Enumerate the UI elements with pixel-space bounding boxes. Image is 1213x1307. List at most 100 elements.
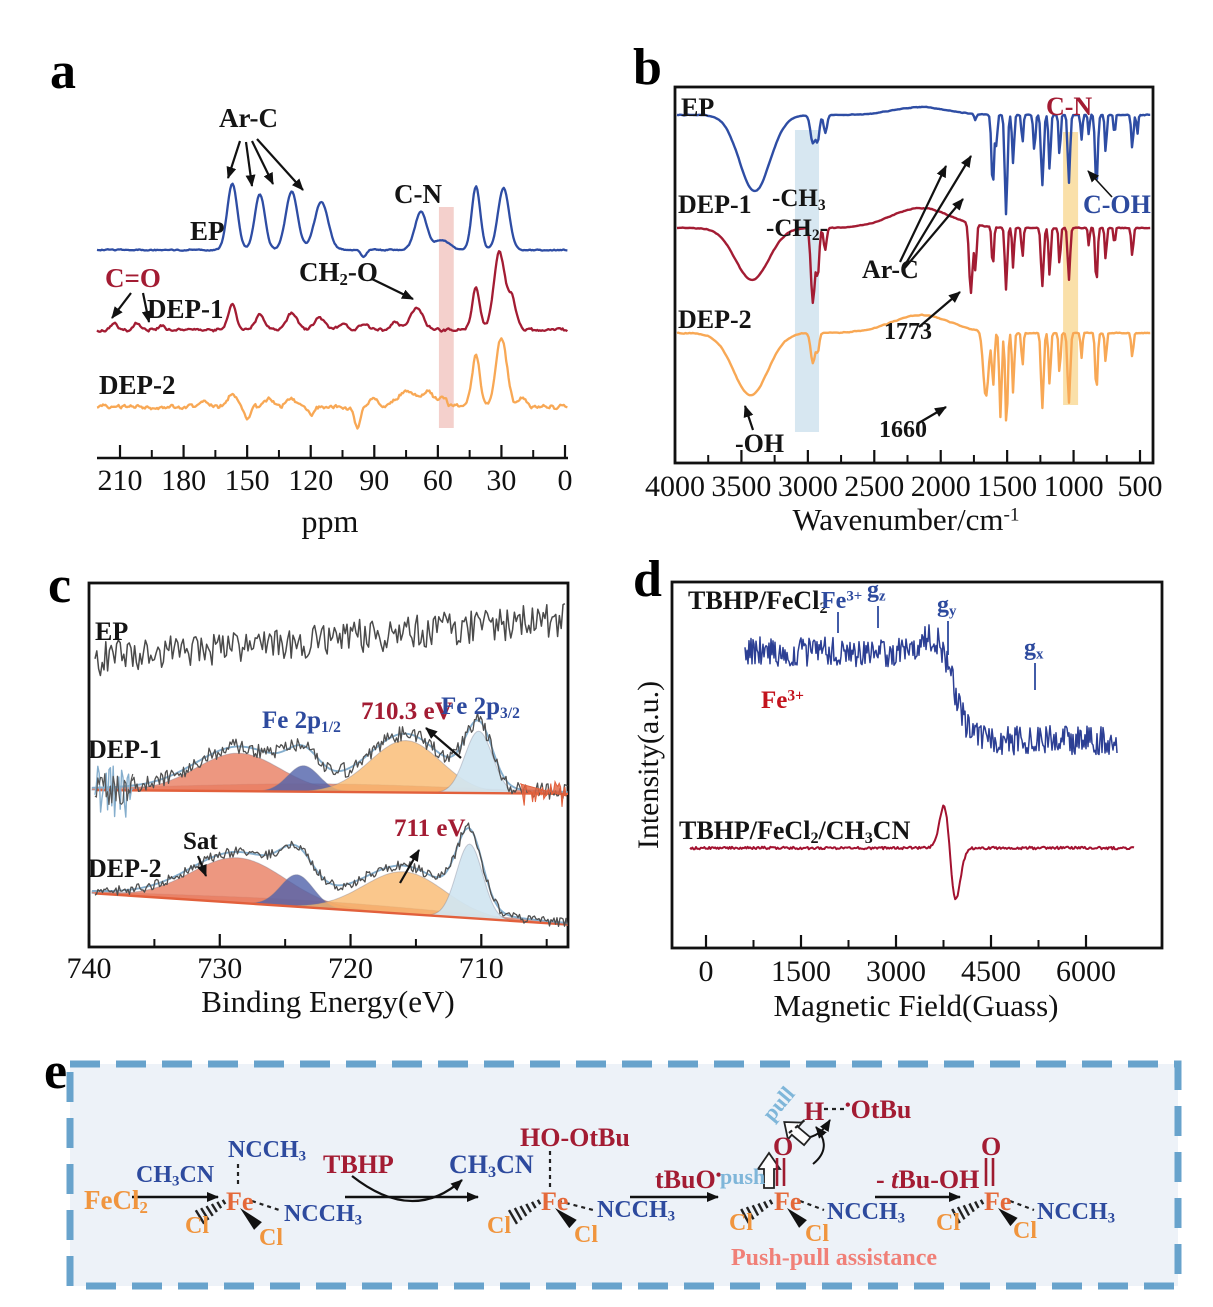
nmr-xaxis-title: ppm <box>301 503 359 539</box>
scheme-hash-wedge-bond <box>536 1199 542 1205</box>
scheme-box <box>66 1060 1182 1290</box>
scheme-c1-cl-bottom: Cl <box>259 1225 283 1251</box>
ftir-ep-label: EP <box>681 93 715 122</box>
xps-dep2-label: DEP-2 <box>88 854 162 883</box>
scheme-fecl2: FeCl2 <box>84 1185 148 1218</box>
xps-trace-EP <box>94 602 566 677</box>
tick-label: 210 <box>97 464 143 497</box>
scheme-c2-cl-bottom: Cl <box>574 1222 598 1248</box>
nmr-co-label: C=O <box>105 263 161 293</box>
scheme-c3-cl-bottom: Cl <box>805 1221 829 1247</box>
nmr-ch2o-label: CH2-O <box>299 257 378 290</box>
xps-xaxis-title: Binding Energy(eV) <box>201 984 455 1019</box>
epr-frame <box>670 580 1164 950</box>
scheme-hash-wedge-bond <box>513 1207 523 1221</box>
scheme-tbuo-radical: tBuO• <box>655 1165 722 1194</box>
xps-left-noise-gray <box>94 773 134 805</box>
ftir-arc-label: Ar-C <box>862 255 919 284</box>
xps-envelope-DEP-2 <box>91 827 568 924</box>
scheme-c1-ncch3-right: NCCH3 <box>284 1201 363 1229</box>
scheme-hash-wedge-bond <box>757 1202 764 1213</box>
tick-label: 6000 <box>1055 955 1116 988</box>
panel-b-letter: b <box>633 39 662 96</box>
tick-label: 2500 <box>844 470 905 503</box>
xps-fit-component-DEP-2-Fe-2p3/2-ox <box>261 871 547 924</box>
nmr-dep1-label: DEP-1 <box>147 294 224 324</box>
scheme-dashed-bond <box>1009 1199 1035 1212</box>
tick-label: 0 <box>557 464 573 497</box>
scheme-pushpull-caption: Push-pull assistance <box>731 1245 938 1271</box>
scheme-c1-cl-left: Cl <box>185 1213 209 1239</box>
tick-label: 0 <box>698 955 714 988</box>
xps-right-residual <box>519 779 567 807</box>
scheme-hash-wedge-bond <box>525 1203 532 1213</box>
scheme-hash-wedge-bond <box>519 1205 528 1217</box>
scheme-otbu-radical: •OtBu <box>845 1095 912 1124</box>
tick-label: 3000 <box>865 955 926 988</box>
scheme-hash-wedge-bond <box>768 1199 774 1205</box>
epr-trace1-label: TBHP/FeCl2 <box>688 586 828 618</box>
xps-fit-component-DEP-1-Fe-2p3/2-ox <box>281 739 530 794</box>
ftir-ch3-label: -CH3 <box>772 185 826 214</box>
tick-label: 1500 <box>770 955 831 988</box>
panel-e-letter: e <box>44 1043 68 1100</box>
tick-label: 720 <box>328 952 374 985</box>
nmr-cn-highlight-band <box>438 207 454 428</box>
epr-gz-label: gz <box>867 577 886 605</box>
ftir-dep1-label: DEP-1 <box>678 190 752 219</box>
xps-raw-DEP-1 <box>127 712 568 800</box>
scheme-hash-wedge-bond <box>210 1203 218 1213</box>
scheme-c4-cl-bottom: Cl <box>1013 1218 1037 1244</box>
scheme-c3-ncch3: NCCH3 <box>827 1199 906 1227</box>
xps-fit-component-DEP-2-Fe-2p3/2-711-eV <box>423 843 516 922</box>
tick-label: 4000 <box>645 470 705 503</box>
xps-fit-component-DEP-1-Fe-2p3/2-710.3-eV <box>430 730 528 795</box>
ftir-ch2-label: -CH2- <box>766 215 828 244</box>
tick-label: 710 <box>458 952 504 985</box>
ftir-1660-label: 1660 <box>879 417 927 443</box>
tick-label: 730 <box>197 952 243 985</box>
scheme-ho-otbu: HO-OtBu <box>520 1123 630 1152</box>
scheme-c4-cl-left: Cl <box>936 1210 960 1236</box>
xps-frame <box>87 581 570 949</box>
tick-label: 4500 <box>960 955 1021 988</box>
tick-label: 3000 <box>777 470 838 503</box>
xps-left-noise-blue <box>94 765 134 818</box>
tick-label: 120 <box>288 464 334 497</box>
xps-fe2p12-label: Fe 2p1/2 <box>262 707 341 736</box>
xps-sat-label: Sat <box>183 828 218 855</box>
scheme-dashed-bond <box>799 1199 825 1212</box>
epr-fe3-blue-label: Fe3+ <box>821 588 863 614</box>
tick-label: 740 <box>66 952 112 985</box>
xps-711ev-label: 711 eV <box>394 815 466 842</box>
ftir-xaxis-title: Wavenumber/cm-1 <box>792 502 1020 537</box>
tick-label: 500 <box>1117 470 1163 503</box>
scheme-dashed-bond <box>251 1199 283 1213</box>
scheme-c1-ncch3-top: NCCH3 <box>228 1137 307 1165</box>
xps-raw-DEP-2 <box>94 822 569 928</box>
epr-gy-label: gy <box>937 592 957 620</box>
panel-d-letter: d <box>633 551 662 608</box>
ftir-coh-label: C-OH <box>1083 190 1151 219</box>
scheme-hash-wedge-bond <box>221 1199 227 1205</box>
scheme-pull-label: pull <box>756 1081 800 1126</box>
ftir-oh-label: -OH <box>735 429 785 458</box>
scheme-tbhp: TBHP <box>323 1150 394 1179</box>
scheme-hash-wedge-bond <box>962 1204 971 1217</box>
scheme-hash-wedge-bond <box>530 1201 537 1209</box>
xps-dep1-label: DEP-1 <box>88 735 162 764</box>
nmr-ep-label: EP <box>190 216 225 246</box>
tick-label: 1000 <box>1043 470 1104 503</box>
scheme-hash-wedge-bond <box>216 1201 223 1209</box>
scheme-c1-fe: Fe <box>226 1187 254 1216</box>
ftir-dep2-label: DEP-2 <box>678 305 752 334</box>
epr-trace2-label: TBHP/FeCl2/CH3CN <box>679 816 911 848</box>
scheme-ch3cn-1: CH3CN <box>136 1162 215 1190</box>
scheme-curved-arrows <box>795 1119 831 1165</box>
xps-fit-component-DEP-1-Fe-2p1/2 <box>248 765 359 793</box>
ftir-ch-highlight-band <box>794 130 820 432</box>
nmr-dep2-label: DEP-2 <box>99 370 176 400</box>
xps-fit-component-DEP-2-wide <box>91 890 568 926</box>
tick-label: 1500 <box>977 470 1038 503</box>
